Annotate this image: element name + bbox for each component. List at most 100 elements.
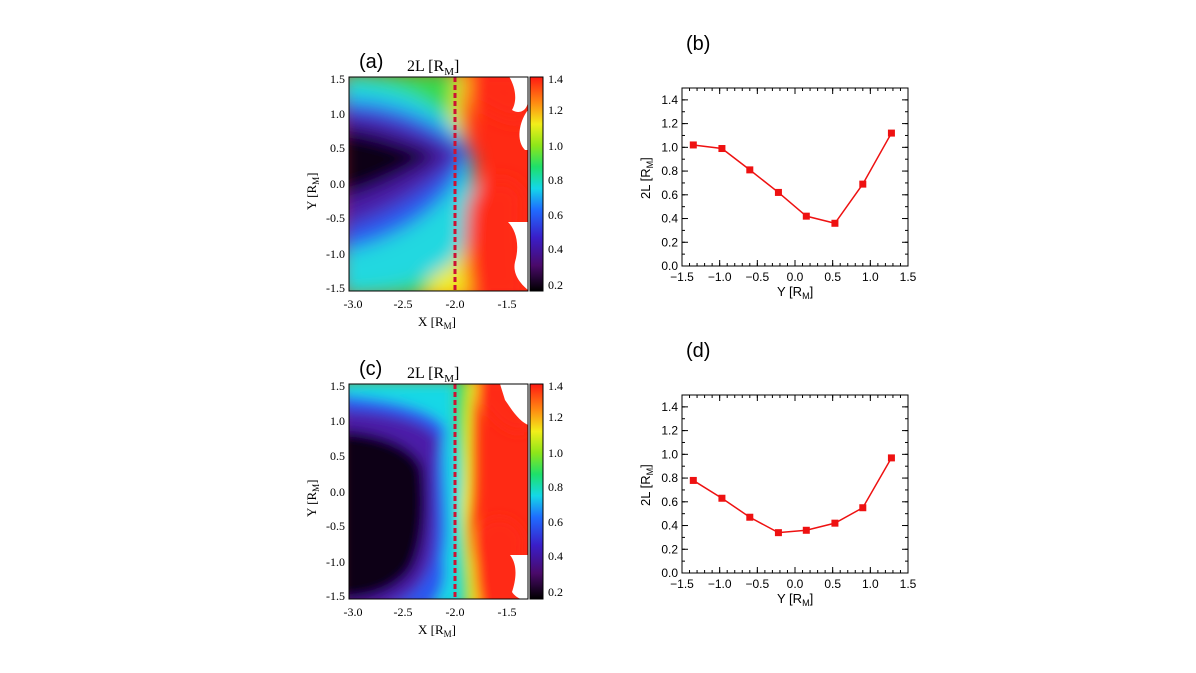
x-tick: -2.0 <box>446 605 465 619</box>
y-tick: 0.0 <box>330 485 345 499</box>
x-axis-label: Y [RM] <box>777 591 813 608</box>
colorbar-tick: 1.4 <box>548 379 563 393</box>
x-tick-label: 1.0 <box>862 577 879 591</box>
data-point <box>746 166 754 174</box>
x-tick-label: −1.5 <box>670 577 694 591</box>
y-axis-label: 2L [RM] <box>638 157 655 199</box>
data-point <box>746 513 754 521</box>
y-tick: -1.0 <box>326 247 345 261</box>
colorbar-a-ticks: 1.4 1.2 1.0 0.8 0.6 0.4 0.2 <box>548 72 563 292</box>
x-tick-label: −1.5 <box>670 270 694 284</box>
heatmap-a-ylabel: Y [RM] <box>304 172 321 210</box>
colorbar-tick: 0.8 <box>548 480 563 494</box>
y-tick: 0.0 <box>330 177 345 191</box>
y-tick-label: 0.2 <box>661 542 678 556</box>
data-point <box>718 494 726 502</box>
data-point <box>774 529 782 537</box>
colorbar-c-ticks: 1.4 1.2 1.0 0.8 0.6 0.4 0.2 <box>548 379 563 599</box>
data-point <box>802 212 810 220</box>
colorbar-tick: 0.4 <box>548 242 563 256</box>
heatmap-a-xticks: -3.0 -2.5 -2.0 -1.5 <box>344 297 517 311</box>
plot-frame <box>681 394 909 574</box>
data-point <box>887 129 895 137</box>
y-tick: 1.0 <box>330 107 345 121</box>
y-tick-label: 1.2 <box>661 424 678 438</box>
heatmap-c-ylabel: Y [RM] <box>304 479 321 517</box>
panel-label: (d) <box>686 340 710 362</box>
colorbar-a <box>529 76 544 292</box>
x-tick-label: −1.0 <box>708 577 732 591</box>
x-tick-label: 0.0 <box>787 577 804 591</box>
y-tick-label: 1.4 <box>661 400 678 414</box>
heatmap-c-frame <box>348 383 529 600</box>
y-tick-label: 0.0 <box>661 259 678 273</box>
data-point <box>802 526 810 534</box>
heatmap-a-frame <box>348 76 529 292</box>
colorbar-tick: 0.6 <box>548 208 563 222</box>
x-tick: -1.5 <box>498 297 517 311</box>
data-point <box>774 188 782 196</box>
colorbar-tick: 0.2 <box>548 278 563 292</box>
x-tick-label: −0.5 <box>745 270 769 284</box>
colorbar-tick: 1.0 <box>548 139 563 153</box>
panel-label-a: (a) <box>359 51 383 73</box>
colorbar-tick: 1.2 <box>548 103 563 117</box>
heatmap-c-yticks: 1.5 1.0 0.5 0.0 -0.5 -1.0 -1.5 <box>326 379 345 603</box>
series-line <box>693 132 893 225</box>
y-tick-label: 0.0 <box>661 566 678 580</box>
colorbar-tick: 1.2 <box>548 410 563 424</box>
heatmap-panel-a: 1.4 1.2 1.0 0.8 0.6 0.4 0.2 (a) 2L [RM] … <box>304 51 563 331</box>
line-chart-b: 0.0 0.2 0.4 0.6 0.8 1.0 1.2 1.4 −1.5 −1.0 −0.5 0.0 0… <box>638 33 917 301</box>
x-tick: -3.0 <box>344 297 363 311</box>
x-tick-label: 0.5 <box>824 270 841 284</box>
y-tick-label: 1.4 <box>661 93 678 107</box>
data-point <box>689 476 697 484</box>
x-tick-label: −0.5 <box>745 577 769 591</box>
y-tick: -0.5 <box>326 519 345 533</box>
heatmap-a-xlabel: X [RM] <box>418 314 456 331</box>
heatmap-c-xticks: -3.0 -2.5 -2.0 -1.5 <box>344 605 517 619</box>
y-tick: 0.5 <box>330 141 345 155</box>
y-tick-label: 0.8 <box>661 164 678 178</box>
colorbar-tick: 0.8 <box>548 173 563 187</box>
y-tick: -1.5 <box>326 281 345 295</box>
y-tick: -1.5 <box>326 589 345 603</box>
y-tick-label: 0.4 <box>661 519 678 533</box>
heatmap-a-field <box>349 77 528 291</box>
heatmap-a-title: 2L [RM] <box>407 58 459 78</box>
y-tick: 1.5 <box>330 379 345 393</box>
x-tick: -2.5 <box>394 297 413 311</box>
y-tick: -0.5 <box>326 211 345 225</box>
data-point <box>887 454 895 462</box>
y-tick-label: 1.0 <box>661 447 678 461</box>
x-axis-label: Y [RM] <box>777 284 813 301</box>
y-tick: 0.5 <box>330 449 345 463</box>
y-tick-label: 0.6 <box>661 188 678 202</box>
series-line <box>692 457 893 534</box>
y-tick: -1.0 <box>326 555 345 569</box>
x-tick-label: 1.5 <box>900 577 917 591</box>
data-point <box>689 141 697 149</box>
y-tick-label: 1.0 <box>661 140 678 154</box>
heatmap-c-xlabel: X [RM] <box>418 622 456 639</box>
colorbar-tick: 1.0 <box>548 446 563 460</box>
colorbar-tick: 1.4 <box>548 72 563 86</box>
x-tick-label: 0.5 <box>824 577 841 591</box>
colorbar-tick: 0.2 <box>548 585 563 599</box>
heatmap-a-yticks: 1.5 1.0 0.5 0.0 -0.5 -1.0 -1.5 <box>326 72 345 295</box>
y-axis-label: 2L [RM] <box>638 464 655 506</box>
line-chart-d: 0.0 0.2 0.4 0.6 0.8 1.0 1.2 1.4 −1.5 −1.0 −0.5 0.0 0… <box>638 340 917 608</box>
y-tick-label: 1.2 <box>661 117 678 131</box>
heatmap-c-field <box>349 384 528 599</box>
heatmap-panel-c: 1.4 1.2 1.0 0.8 0.6 0.4 0.2 (c) 2L [RM] … <box>304 358 563 639</box>
data-point <box>831 219 839 227</box>
x-tick-label: 0.0 <box>787 270 804 284</box>
y-tick-label: 0.6 <box>661 495 678 509</box>
x-tick: -1.5 <box>498 605 517 619</box>
x-tick-label: 1.0 <box>862 270 879 284</box>
panel-label-c: (c) <box>359 358 382 380</box>
data-point <box>718 145 726 153</box>
heatmap-c-title: 2L [RM] <box>407 365 459 385</box>
panel-label: (b) <box>686 33 710 55</box>
